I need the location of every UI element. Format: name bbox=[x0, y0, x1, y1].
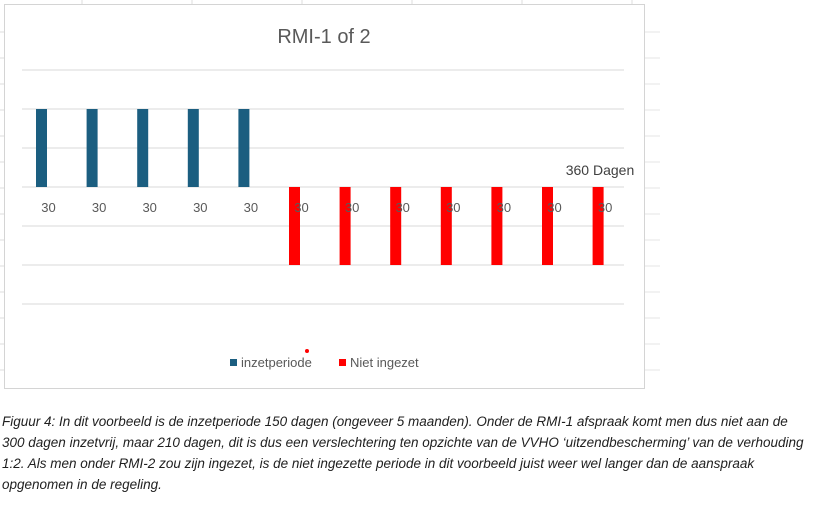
category-label: 30 bbox=[294, 200, 308, 215]
category-label: 30 bbox=[92, 200, 106, 215]
legend-label: Niet ingezet bbox=[350, 355, 419, 370]
legend-swatch bbox=[339, 359, 346, 366]
category-label: 30 bbox=[395, 200, 409, 215]
spreadsheet-area: RMI-1 of 2 30 30 30 30 30 30 30 30 30 30 30 30 360 … bbox=[0, 0, 660, 389]
bar bbox=[137, 109, 149, 187]
marker-dot bbox=[305, 349, 309, 353]
category-label: 30 bbox=[142, 200, 156, 215]
chart-title: RMI-1 of 2 bbox=[277, 26, 370, 48]
bar bbox=[86, 109, 98, 187]
gridlines bbox=[22, 69, 624, 305]
category-label: 30 bbox=[244, 200, 258, 215]
bar bbox=[542, 187, 553, 265]
category-label: 30 bbox=[497, 200, 511, 215]
legend-label: inzetperiode bbox=[241, 355, 312, 370]
category-label: 30 bbox=[193, 200, 207, 215]
bar bbox=[491, 187, 503, 265]
category-label: 30 bbox=[598, 200, 612, 215]
bar bbox=[440, 187, 452, 265]
category-label: 30 bbox=[547, 200, 561, 215]
bar bbox=[339, 187, 351, 265]
chart-frame[interactable] bbox=[4, 4, 645, 389]
bar bbox=[36, 109, 47, 187]
figure-caption: Figuur 4: In dit voorbeeld is de inzetpe… bbox=[2, 414, 804, 492]
category-label: 30 bbox=[345, 200, 359, 215]
category-label: 30 bbox=[41, 200, 55, 215]
bars bbox=[36, 109, 604, 265]
bar bbox=[238, 109, 250, 187]
annotation-label: 360 Dagen bbox=[566, 162, 635, 178]
bar bbox=[289, 187, 300, 265]
bar bbox=[592, 187, 604, 265]
legend[interactable]: inzetperiode Niet ingezet bbox=[230, 355, 419, 370]
chart: RMI-1 of 2 30 30 30 30 30 30 30 30 30 30 30 30 360 … bbox=[0, 0, 660, 389]
legend-swatch bbox=[230, 359, 237, 366]
category-label: 30 bbox=[446, 200, 460, 215]
bar bbox=[390, 187, 402, 265]
category-labels: 30 30 30 30 30 30 30 30 30 30 30 30 bbox=[41, 200, 612, 215]
bar bbox=[187, 109, 199, 187]
